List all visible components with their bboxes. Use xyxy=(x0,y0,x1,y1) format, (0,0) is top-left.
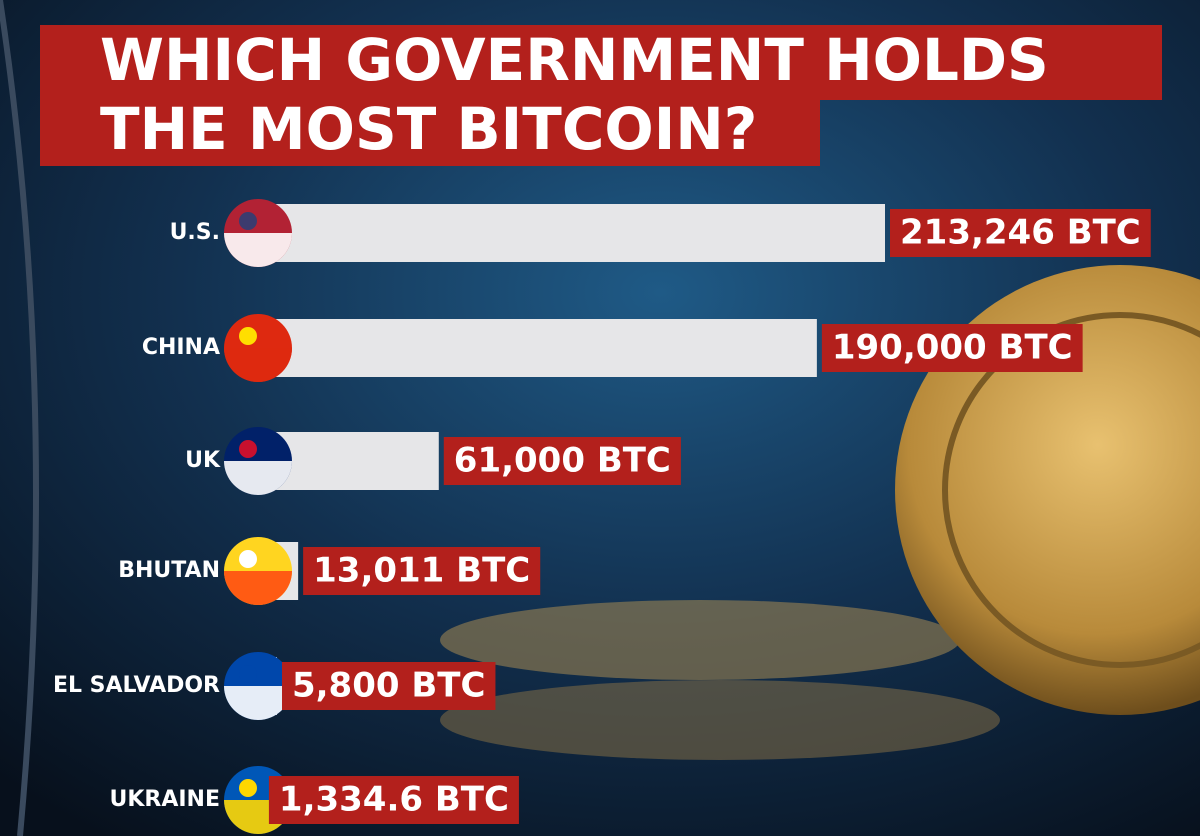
value-label: 213,246 BTC xyxy=(900,213,1141,253)
category-label: U.S. xyxy=(170,220,220,245)
flag xyxy=(239,779,257,797)
flag xyxy=(224,686,292,720)
bars: U.S. 213,246 BTC CHINA 190,000 BTC UK 61,000 … xyxy=(53,199,1151,834)
bar xyxy=(260,204,885,262)
value-label-box xyxy=(303,547,541,595)
category-label: EL SALVADOR xyxy=(53,673,220,698)
bar xyxy=(260,319,817,377)
value-label-box xyxy=(281,662,496,710)
value-label-box xyxy=(443,437,681,485)
bitcoin-coin xyxy=(895,265,1200,715)
value-label: 61,000 BTC xyxy=(454,441,671,481)
value-label: 190,000 BTC xyxy=(832,328,1073,368)
flag xyxy=(239,327,257,345)
flag xyxy=(239,440,257,458)
flag xyxy=(224,348,292,382)
value-label: 13,011 BTC xyxy=(313,551,530,591)
flag xyxy=(239,212,257,230)
category-label: UK xyxy=(185,448,221,473)
chart-title: WHICH GOVERNMENT HOLDS xyxy=(100,26,1049,94)
value-label: 5,800 BTC xyxy=(292,666,485,706)
coin-stack xyxy=(440,600,960,680)
value-label-box xyxy=(821,324,1083,372)
value-label: 1,334.6 BTC xyxy=(279,780,509,820)
category-label: BHUTAN xyxy=(118,558,220,583)
flag xyxy=(224,233,292,267)
title-box xyxy=(40,100,820,166)
category-label: CHINA xyxy=(142,335,220,360)
bitcoin-coin-rim xyxy=(942,312,1200,668)
chart-title: THE MOST BITCOIN? xyxy=(100,95,757,163)
frame-edge xyxy=(0,0,39,836)
value-label-box xyxy=(890,209,1151,257)
coin-stack xyxy=(440,680,1000,760)
flag xyxy=(224,571,292,605)
flag xyxy=(239,665,257,683)
title-box xyxy=(40,25,1162,100)
flag xyxy=(239,550,257,568)
flag xyxy=(224,461,292,495)
category-label: UKRAINE xyxy=(109,787,220,812)
value-label-box xyxy=(268,776,519,824)
